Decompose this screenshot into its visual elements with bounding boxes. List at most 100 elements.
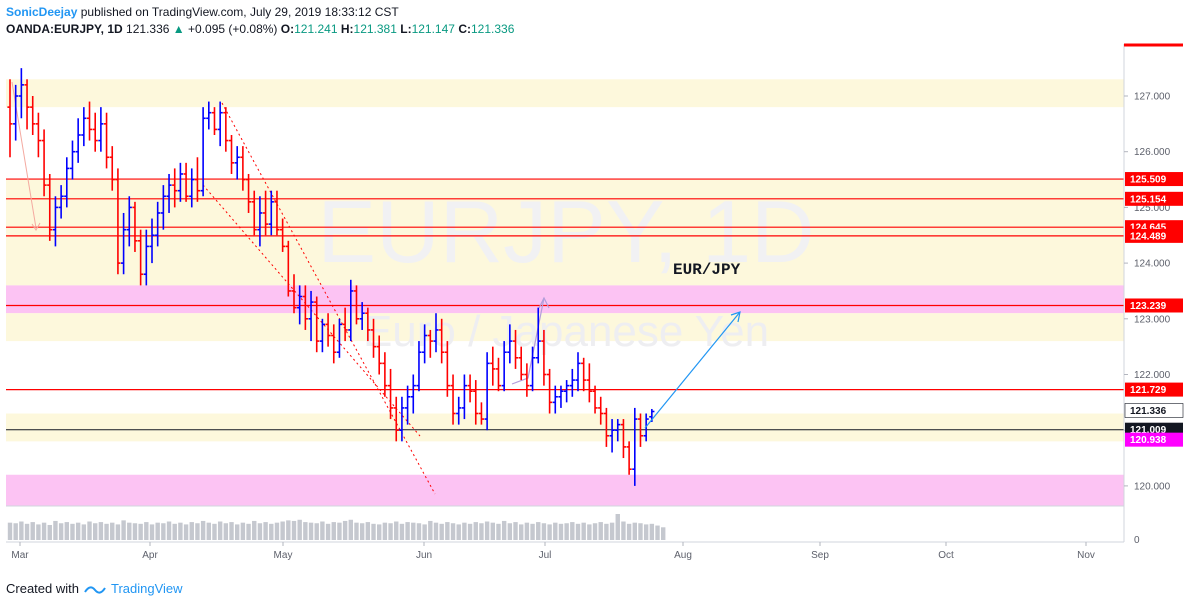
ohlc-bar[interactable] — [586, 363, 592, 403]
ohlc-bar[interactable] — [501, 341, 507, 392]
ohlc-bar[interactable] — [547, 368, 553, 414]
ohlc-bar[interactable] — [217, 101, 223, 147]
ohlc-bar[interactable] — [47, 173, 53, 241]
ohlc-bar[interactable] — [637, 413, 644, 447]
ohlc-bar[interactable] — [13, 84, 19, 141]
ohlc-bar[interactable] — [18, 68, 24, 119]
ohlc-bar[interactable] — [592, 385, 598, 414]
ohlc-bar[interactable] — [575, 352, 581, 392]
ohlc-bar[interactable] — [308, 290, 314, 342]
ohlc-bar[interactable] — [109, 146, 115, 191]
ohlc-bar[interactable] — [211, 107, 218, 135]
ohlc-bar[interactable] — [285, 240, 291, 297]
ohlc-bar[interactable] — [382, 352, 388, 397]
ohlc-bar[interactable] — [121, 212, 127, 275]
ohlc-bar[interactable] — [81, 107, 87, 147]
ohlc-bar[interactable] — [189, 168, 195, 208]
price-tag-125.154[interactable]: 125.154 — [1125, 191, 1183, 206]
ohlc-bar[interactable] — [166, 173, 172, 213]
ohlc-bar[interactable] — [552, 385, 558, 414]
ohlc-bar[interactable] — [439, 318, 445, 364]
ohlc-bar[interactable] — [103, 112, 110, 169]
price-tag-121.336[interactable]: 121.336 — [1124, 403, 1184, 418]
ohlc-bar[interactable] — [228, 134, 235, 174]
price-tag-124.489[interactable]: 124.489 — [1125, 228, 1183, 243]
tradingview-brand[interactable]: TradingView — [110, 581, 183, 596]
ohlc-bar[interactable] — [98, 107, 104, 152]
ohlc-bar[interactable] — [473, 380, 479, 425]
ohlc-bar[interactable] — [342, 307, 348, 342]
ohlc-bar[interactable] — [609, 419, 615, 453]
ohlc-bar[interactable] — [126, 196, 132, 247]
ohlc-bar[interactable] — [245, 173, 252, 213]
ohlc-bar[interactable] — [200, 107, 206, 197]
ohlc-bar[interactable] — [302, 285, 308, 330]
price-axis[interactable]: 127.000 126.000 125.000 124.000 123.000 122.0… — [1124, 92, 1171, 547]
ohlc-bar[interactable] — [370, 318, 377, 358]
price-tag-123.239[interactable]: 123.239 — [1125, 298, 1183, 313]
pair-annotation[interactable]: EUR/JPY — [673, 261, 741, 279]
ohlc-bar[interactable] — [581, 357, 587, 392]
ohlc-bar[interactable] — [507, 324, 513, 364]
ohlc-bar[interactable] — [632, 407, 638, 486]
ohlc-bar[interactable] — [177, 162, 183, 202]
ohlc-bar[interactable] — [433, 313, 439, 353]
ohlc-bar[interactable] — [274, 190, 280, 236]
ohlc-bar[interactable] — [194, 157, 201, 202]
ohlc-bar[interactable] — [535, 307, 541, 364]
ohlc-bar[interactable] — [7, 79, 13, 158]
ohlc-bar[interactable] — [598, 396, 604, 425]
ohlc-bar[interactable] — [348, 279, 354, 342]
ohlc-bar[interactable] — [615, 419, 621, 442]
ohlc-bar[interactable] — [132, 201, 138, 252]
price-tag-125.509[interactable]: 125.509 — [1125, 172, 1183, 187]
ohlc-bar[interactable] — [541, 329, 547, 386]
ohlc-bar[interactable] — [626, 441, 632, 475]
ohlc-bar[interactable] — [484, 352, 490, 431]
ohlc-bar[interactable] — [314, 296, 320, 353]
ohlc-bar[interactable] — [86, 101, 93, 141]
ohlc-bar[interactable] — [410, 374, 416, 414]
ohlc-bar[interactable] — [478, 402, 485, 425]
ohlc-bar[interactable] — [115, 168, 121, 275]
ohlc-bar[interactable] — [529, 346, 536, 392]
ohlc-bar[interactable] — [155, 201, 161, 247]
zone-yellow[interactable] — [6, 413, 1124, 442]
ohlc-bar[interactable] — [620, 419, 627, 459]
ohlc-bar[interactable] — [143, 229, 149, 286]
price-chart[interactable]: EURJPY, 1D Euro / Japanese Yen EUR/JPY 1… — [0, 0, 1188, 575]
ohlc-bar[interactable] — [75, 118, 81, 163]
zone-yellow[interactable] — [6, 313, 1124, 342]
ohlc-bar[interactable] — [564, 380, 570, 403]
ohlc-bar[interactable] — [183, 162, 189, 202]
ohlc-bar[interactable] — [376, 335, 382, 375]
projection-arrow-blue[interactable] — [644, 311, 741, 429]
ohlc-bar[interactable] — [172, 168, 178, 208]
ohlc-bar[interactable] — [518, 346, 524, 381]
ohlc-bar[interactable] — [30, 96, 36, 135]
ohlc-bar[interactable] — [268, 190, 274, 236]
ohlc-bar[interactable] — [495, 357, 502, 392]
ohlc-bar[interactable] — [427, 329, 433, 358]
ohlc-bar[interactable] — [444, 341, 450, 397]
channel-upper-line[interactable] — [221, 102, 436, 495]
price-tag-121.729[interactable]: 121.729 — [1125, 382, 1183, 397]
ohlc-bar[interactable] — [240, 146, 246, 191]
ohlc-bar[interactable] — [399, 396, 405, 442]
ohlc-bar[interactable] — [336, 318, 343, 358]
ohlc-bar[interactable] — [291, 274, 297, 314]
zone-magenta[interactable] — [6, 474, 1124, 506]
ohlc-bar[interactable] — [365, 307, 371, 342]
ohlc-bar[interactable] — [64, 157, 70, 208]
ohlc-bar[interactable] — [223, 107, 229, 152]
ohlc-bar[interactable] — [257, 196, 263, 247]
ohlc-bar[interactable] — [319, 318, 325, 353]
ohlc-bar[interactable] — [405, 385, 411, 425]
ohlc-bar[interactable] — [422, 324, 428, 364]
ohlc-bar[interactable] — [325, 313, 331, 347]
ohlc-bar[interactable] — [393, 396, 399, 442]
ohlc-bar[interactable] — [280, 218, 286, 252]
ohlc-bar[interactable] — [263, 190, 269, 236]
ohlc-bar[interactable] — [490, 346, 496, 386]
ohlc-bar[interactable] — [92, 112, 98, 152]
